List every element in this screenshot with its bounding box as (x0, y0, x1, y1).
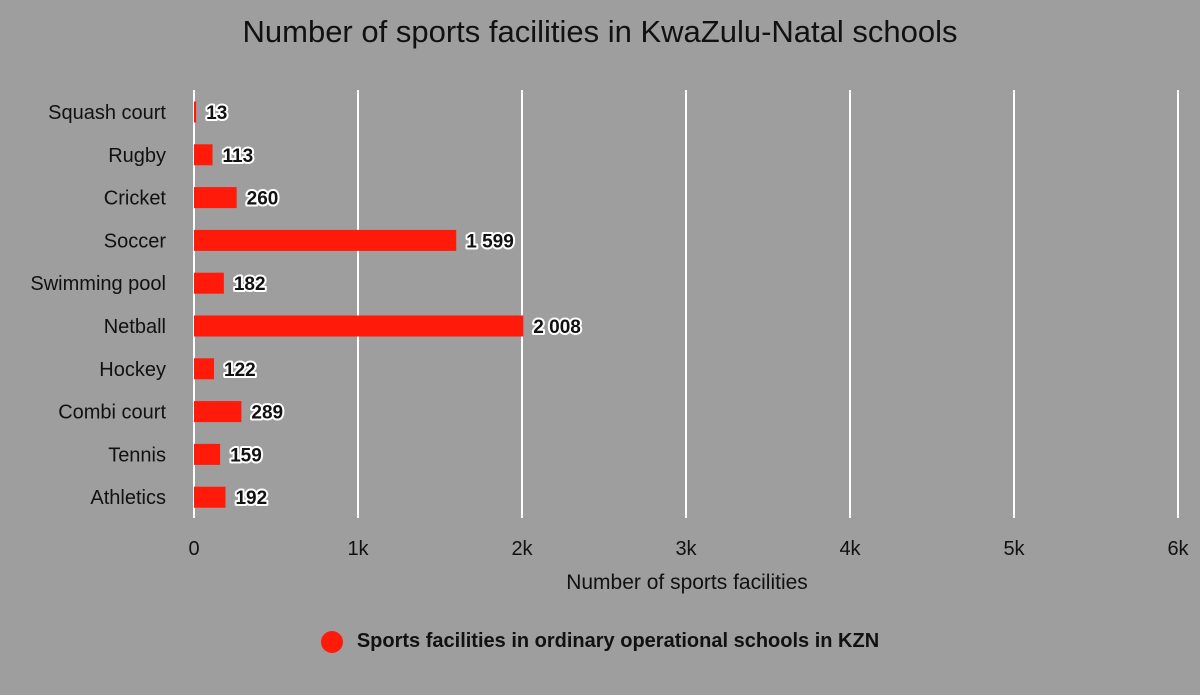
chart-title: Number of sports facilities in KwaZulu-N… (242, 14, 958, 49)
bar[interactable] (194, 401, 242, 423)
legend[interactable]: Sports facilities in ordinary operationa… (0, 630, 1200, 653)
data-label: 113 (223, 146, 254, 167)
category-label: Netball (104, 316, 166, 338)
category-label: Athletics (90, 487, 166, 509)
data-label: 289 (251, 403, 283, 424)
bars (194, 101, 524, 508)
data-label: 122 (224, 360, 256, 381)
category-label: Tennis (108, 444, 166, 466)
gridlines (193, 90, 1179, 518)
data-label: 2 008 (533, 317, 581, 338)
category-label: Soccer (104, 230, 167, 252)
x-tick-label: 3k (675, 538, 697, 560)
x-tick-label: 1k (347, 538, 369, 560)
data-label: 13 (206, 103, 227, 124)
category-label: Combi court (58, 402, 166, 424)
category-label: Hockey (99, 359, 166, 381)
category-labels: Squash court Rugby Cricket Soccer Swimming p… (30, 102, 166, 509)
data-label: 192 (235, 488, 267, 509)
category-label: Swimming pool (30, 273, 166, 295)
data-labels: 13 113 260 1 599 182 2 008 122 289 159 192 (204, 101, 583, 511)
data-label: 182 (234, 274, 266, 295)
bar[interactable] (194, 486, 226, 508)
data-label: 260 (247, 189, 279, 210)
x-axis-title: Number of sports facilities (566, 571, 808, 594)
bar[interactable] (194, 443, 221, 465)
data-label: 1 599 (466, 231, 514, 252)
category-label: Cricket (104, 188, 167, 210)
bar[interactable] (194, 358, 215, 380)
bar[interactable] (194, 315, 524, 337)
bar[interactable] (194, 187, 237, 209)
bar[interactable] (194, 101, 197, 123)
x-tick-labels: 0 1k 2k 3k 4k 5k 6k (188, 538, 1189, 560)
x-tick-label: 4k (839, 538, 861, 560)
legend-label: Sports facilities in ordinary operationa… (356, 630, 880, 652)
category-label: Squash court (48, 102, 166, 124)
data-label: 159 (230, 445, 262, 466)
x-tick-label: 0 (188, 538, 199, 560)
bar[interactable] (194, 229, 457, 251)
x-tick-label: 5k (1003, 538, 1025, 560)
category-label: Rugby (108, 145, 166, 167)
legend-swatch (320, 630, 343, 653)
bar[interactable] (194, 144, 213, 166)
x-tick-label: 2k (511, 538, 533, 560)
bar[interactable] (194, 272, 224, 294)
x-tick-label: 6k (1167, 538, 1189, 560)
